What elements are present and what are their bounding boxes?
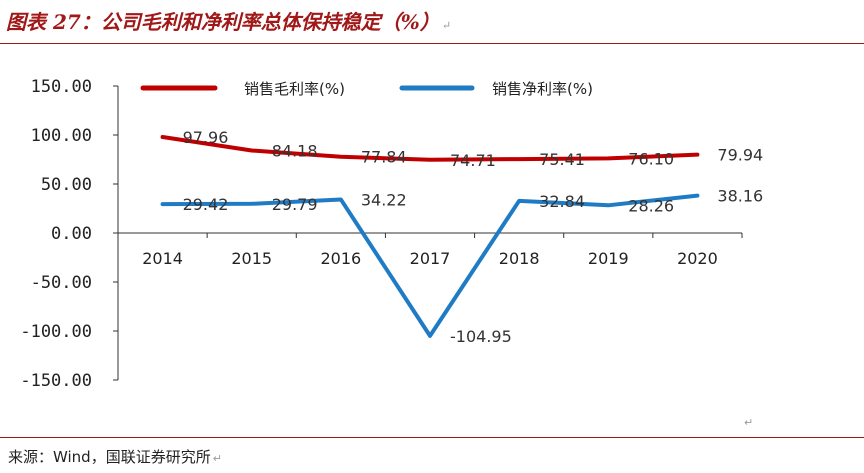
x-category-label: 2016 (320, 249, 361, 268)
gross-margin-data-label: 79.94 (717, 146, 763, 165)
net-margin-data-label: 28.26 (628, 196, 674, 215)
x-category-label: 2019 (588, 249, 629, 268)
x-category-label: 2018 (499, 249, 540, 268)
source-text: 来源：Wind，国联证券研究所 (8, 448, 211, 466)
gross-margin-data-label: 74.71 (450, 151, 496, 170)
x-category-label: 2020 (677, 249, 718, 268)
net-margin-data-label: 34.22 (361, 190, 407, 209)
line-chart: 150.00 100.00 50.00 0.00 -50.00 -100.00 -150.0… (20, 77, 763, 391)
y-tick-label: 100.00 (31, 126, 92, 146)
x-category-label: 2014 (142, 249, 183, 268)
return-mark: ↵ (441, 19, 452, 32)
x-category-label: 2015 (231, 249, 272, 268)
top-rule (0, 43, 864, 44)
x-category-label: 2017 (410, 249, 451, 268)
net-margin-data-label: 29.79 (272, 195, 318, 214)
bottom-rule (0, 437, 864, 438)
y-tick-label: -50.00 (31, 273, 92, 293)
net-margin-data-label: 32.84 (539, 192, 585, 211)
y-tick-label: 0.00 (51, 224, 92, 244)
net-margin-data-label: -104.95 (450, 327, 512, 346)
y-tick-label: 150.00 (31, 77, 92, 97)
legend-label-net-margin: 销售净利率(%) (492, 80, 593, 98)
gross-margin-line (160, 134, 700, 162)
gross-margin-data-label: 75.41 (539, 150, 585, 169)
legend-label-gross-margin: 销售毛利率(%) (244, 80, 345, 98)
net-margin-data-label: 29.42 (183, 195, 229, 214)
y-tick-label: -100.00 (20, 322, 92, 342)
y-tick-label: -150.00 (20, 371, 92, 391)
gross-margin-data-label: 77.84 (361, 148, 407, 167)
figure-title-text: 图表 27：公司毛利和净利率总体保持稳定（%） (6, 10, 440, 34)
source-note: 来源：Wind，国联证券研究所 ↵ (8, 446, 222, 467)
gross-margin-data-label: 76.10 (628, 149, 674, 168)
return-mark-source: ↵ (212, 452, 222, 465)
gross-margin-data-label: 97.96 (183, 128, 229, 147)
return-mark-chart: ↵ (744, 416, 754, 429)
y-tick-label: 50.00 (41, 175, 92, 195)
net-margin-data-label: 38.16 (717, 187, 763, 206)
gross-margin-data-label: 84.18 (272, 142, 318, 161)
figure-title: 图表 27：公司毛利和净利率总体保持稳定（%） ↵ (6, 6, 451, 35)
